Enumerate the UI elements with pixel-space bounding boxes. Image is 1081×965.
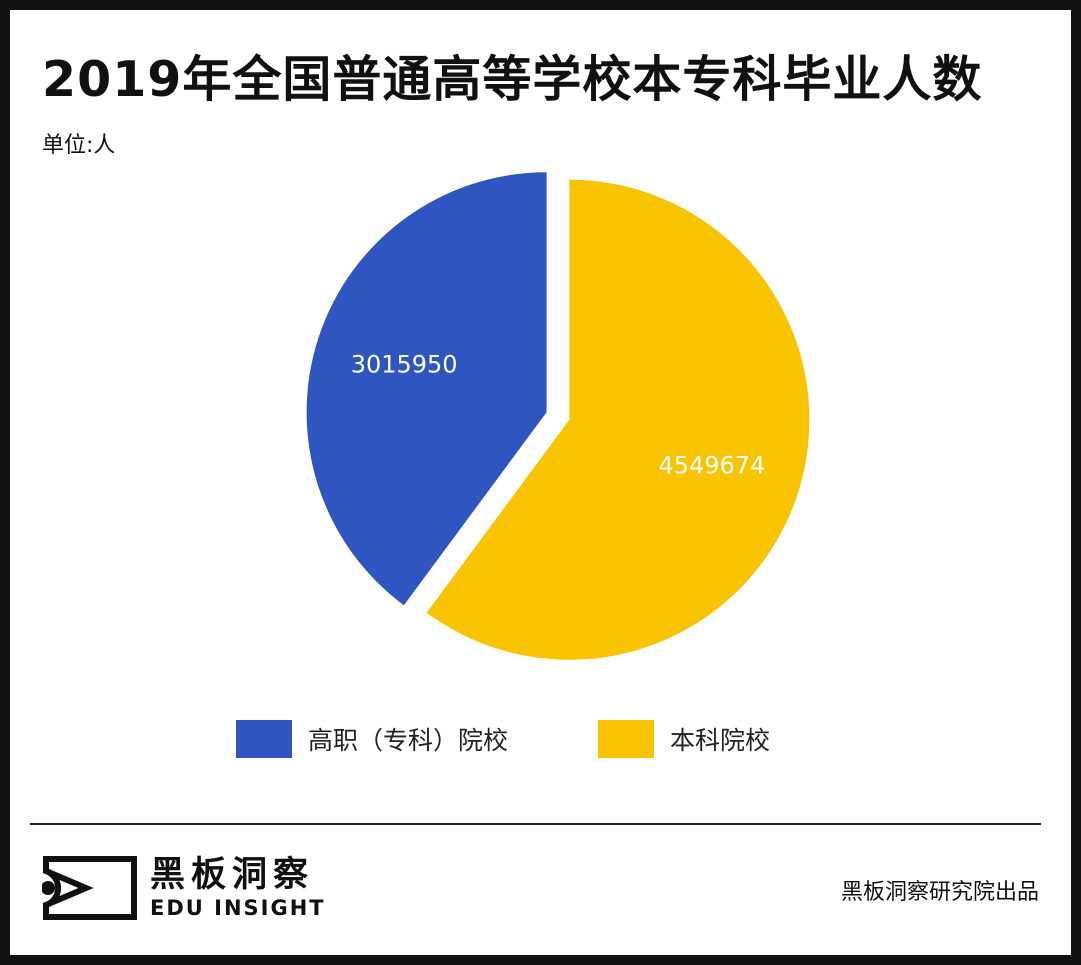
- legend-swatch-vocational: [236, 720, 292, 758]
- chart-title: 2019年全国普通高等学校本专科毕业人数: [42, 51, 983, 108]
- legend-label-vocational: 高职（专科）院校: [308, 726, 509, 755]
- logo-english-text: EDU INSIGHT: [150, 896, 326, 920]
- legend-item-vocational: 高职（专科）院校: [236, 720, 508, 758]
- legend-item-undergraduate: 本科院校: [598, 720, 770, 758]
- pie-value-label-vocational: 3015950: [351, 350, 458, 378]
- brand-logo: 黑板洞察 EDU INSIGHT: [42, 855, 326, 921]
- credit-text: 黑板洞察研究院出品: [840, 880, 1039, 905]
- legend-label-undergraduate: 本科院校: [670, 726, 771, 755]
- pie-slice-undergraduate: [426, 179, 810, 660]
- unit-label: 单位:人: [42, 133, 116, 158]
- pie-value-label-undergraduate: 4549674: [658, 452, 765, 480]
- footer-divider: [30, 823, 1041, 825]
- logo-chinese-text: 黑板洞察: [150, 855, 315, 895]
- legend-swatch-undergraduate: [598, 720, 654, 758]
- pie-slice-vocational: [306, 172, 547, 606]
- eye-logo-icon: [42, 856, 137, 920]
